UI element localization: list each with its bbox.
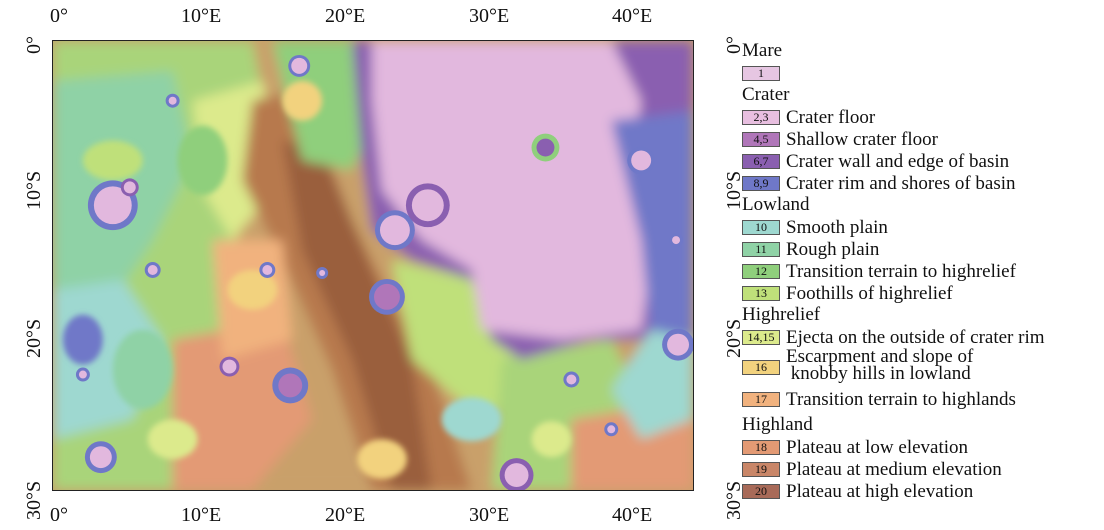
legend-swatch-16: 16 xyxy=(742,360,780,375)
legend-label: Foothills of highrelief xyxy=(786,282,953,304)
legend-label: Plateau at medium elevation xyxy=(786,458,1002,480)
legend-label: Transition terrain to highrelief xyxy=(786,260,1016,282)
legend-swatch-17: 17 xyxy=(742,391,780,407)
legend-item: 16 Escarpment and slope of knobby hills … xyxy=(742,346,1102,388)
legend-label: Rough plain xyxy=(786,238,880,260)
legend-group-highrelief: Highrelief xyxy=(742,304,821,325)
legend-swatch-10: 10 xyxy=(742,219,780,235)
legend-swatch-6-7: 6,7 xyxy=(742,153,780,169)
legend-item: 14,15 Ejecta on the outside of crater ri… xyxy=(742,326,1102,348)
bottom-tick-0: 0° xyxy=(50,504,68,526)
right-tick-30s: 30°S xyxy=(723,480,745,520)
legend-group-crater: Crater xyxy=(742,84,790,105)
left-tick-20s: 20°S xyxy=(23,318,45,358)
top-tick-10e: 10°E xyxy=(181,5,222,27)
legend-label: Plateau at high elevation xyxy=(786,480,974,502)
geologic-map xyxy=(52,40,694,491)
top-tick-0: 0° xyxy=(50,5,68,27)
legend-item: 12 Transition terrain to highrelief xyxy=(742,260,1102,282)
legend-item: 10 Smooth plain xyxy=(742,216,1102,238)
bottom-tick-20e: 20°E xyxy=(325,504,366,526)
right-tick-10s: 10°S xyxy=(723,170,745,210)
legend-item: 18 Plateau at low elevation xyxy=(742,436,1102,458)
legend-item: 17 Transition terrain to highlands xyxy=(742,388,1102,410)
legend-label: Plateau at low elevation xyxy=(786,436,969,458)
legend-label: Ejecta on the outside of crater rim xyxy=(786,326,1045,348)
legend-swatch-18: 18 xyxy=(742,439,780,455)
bottom-tick-10e: 10°E xyxy=(181,504,222,526)
legend-item: 11 Rough plain xyxy=(742,238,1102,260)
legend-label: Crater rim and shores of basin xyxy=(786,172,1016,194)
right-tick-20s: 20°S xyxy=(723,318,745,358)
legend-label: Crater wall and edge of basin xyxy=(786,150,1010,172)
legend-item: 1 xyxy=(742,62,1102,84)
legend-item: 19 Plateau at medium elevation xyxy=(742,458,1102,480)
left-tick-0: 0° xyxy=(23,36,45,54)
left-tick-30s: 30°S xyxy=(23,480,45,520)
legend-item: 4,5 Shallow crater floor xyxy=(742,128,1102,150)
map-canvas xyxy=(53,41,693,490)
legend-item: 13 Foothills of highrelief xyxy=(742,282,1102,304)
right-tick-0: 0° xyxy=(723,36,745,54)
legend-label: Crater floor xyxy=(786,106,876,128)
legend-swatch-2-3: 2,3 xyxy=(742,109,780,125)
legend-swatch-12: 12 xyxy=(742,263,780,279)
bottom-tick-30e: 30°E xyxy=(469,504,510,526)
legend-swatch-11: 11 xyxy=(742,241,780,257)
legend-item: 8,9 Crater rim and shores of basin xyxy=(742,172,1102,194)
legend-label: Shallow crater floor xyxy=(786,128,938,150)
legend-swatch-8-9: 8,9 xyxy=(742,175,780,191)
legend-swatch-20: 20 xyxy=(742,483,780,499)
legend-swatch-19: 19 xyxy=(742,461,780,477)
bottom-tick-40e: 40°E xyxy=(612,504,653,526)
craters xyxy=(75,54,693,490)
legend-swatch-14-15: 14,15 xyxy=(742,329,780,345)
legend-label: Escarpment and slope of knobby hills in … xyxy=(786,346,974,384)
top-tick-40e: 40°E xyxy=(612,5,653,27)
terrain-patches xyxy=(62,80,572,480)
legend-item: 6,7 Crater wall and edge of basin xyxy=(742,150,1102,172)
legend-label: Transition terrain to highlands xyxy=(786,388,1016,410)
terrain-base xyxy=(53,41,693,490)
left-tick-10s: 10°S xyxy=(23,170,45,210)
legend-swatch-4-5: 4,5 xyxy=(742,131,780,147)
legend-group-lowland: Lowland xyxy=(742,194,810,215)
legend-item: 20 Plateau at high elevation xyxy=(742,480,1102,502)
top-tick-20e: 20°E xyxy=(325,5,366,27)
legend-group-highland: Highland xyxy=(742,414,813,435)
legend-label: Smooth plain xyxy=(786,216,888,238)
legend-item: 2,3 Crater floor xyxy=(742,106,1102,128)
legend-group-mare: Mare xyxy=(742,40,783,61)
map-legend: Mare 1 Crater 2,3 Crater floor 4,5 Shall… xyxy=(742,40,1102,502)
legend-swatch-13: 13 xyxy=(742,285,780,301)
legend-swatch-1: 1 xyxy=(742,65,780,81)
top-tick-30e: 30°E xyxy=(469,5,510,27)
